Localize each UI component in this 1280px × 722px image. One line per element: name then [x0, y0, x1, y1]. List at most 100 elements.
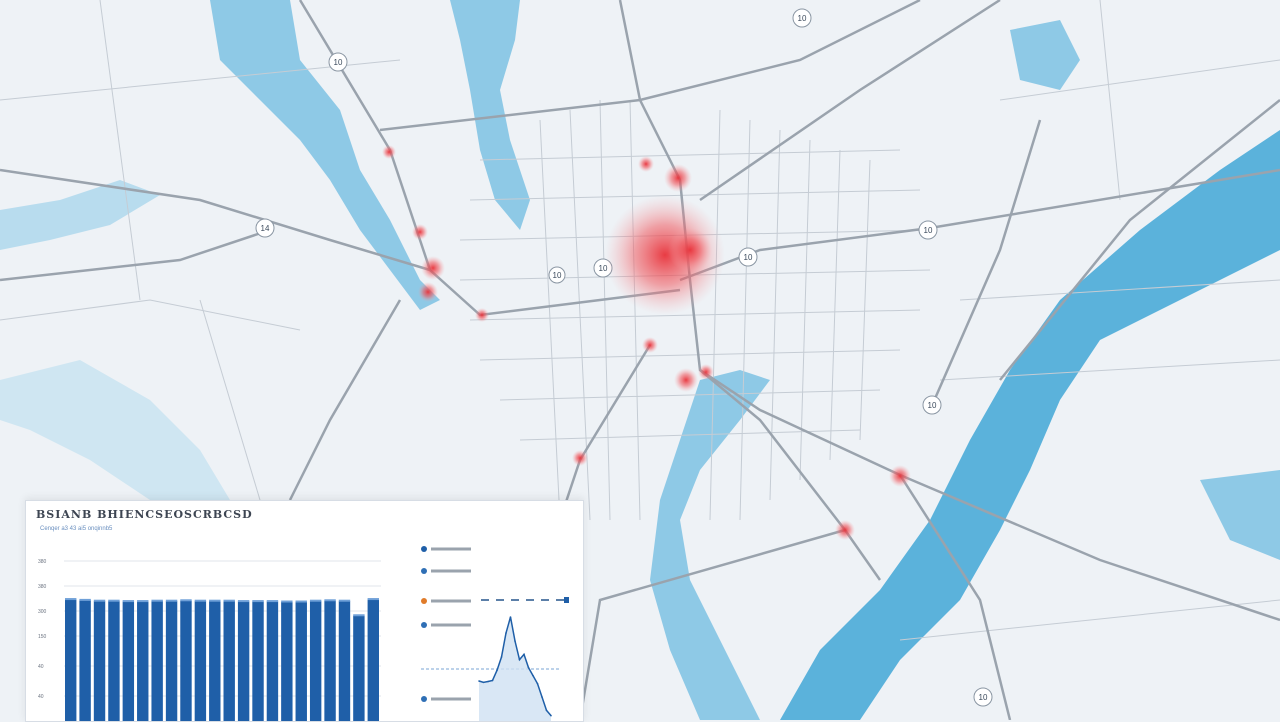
- route-shield: 14: [255, 218, 275, 238]
- hotspot[interactable]: [382, 145, 396, 159]
- bar-cap: [180, 599, 192, 602]
- line-point: [500, 656, 503, 658]
- line-point: [496, 669, 498, 672]
- bar: [165, 601, 178, 721]
- bar-cap: [165, 599, 178, 602]
- bar: [324, 600, 336, 721]
- road-highway-9: [699, 0, 1001, 202]
- hotspot[interactable]: [674, 368, 698, 392]
- svg-text:10: 10: [599, 264, 608, 273]
- bar: [151, 601, 163, 721]
- route-shield: 10: [792, 8, 812, 28]
- line-point: [518, 658, 521, 661]
- bar-cap: [252, 600, 264, 603]
- bar-cap: [266, 600, 279, 603]
- bar-cap: [79, 598, 91, 601]
- incident-hotspots[interactable]: [382, 145, 911, 540]
- legend-label: [431, 569, 471, 573]
- svg-text:10: 10: [553, 271, 562, 280]
- line-point: [509, 616, 512, 618]
- hotspot[interactable]: [698, 364, 714, 380]
- line-point: [487, 680, 489, 683]
- hotspot[interactable]: [475, 308, 489, 322]
- bar-cap: [281, 600, 293, 603]
- bar: [266, 601, 279, 721]
- bar: [338, 601, 351, 721]
- bay-east: [780, 130, 1280, 720]
- bar-cap: [65, 598, 77, 601]
- legend-label: [431, 599, 471, 603]
- bar: [367, 599, 379, 721]
- bar: [79, 600, 91, 721]
- bar: [309, 601, 322, 721]
- panel-title: BSIANB BHIENCSEOSCRBCSD: [36, 508, 253, 521]
- line-point: [491, 679, 494, 682]
- marsh-sw: [0, 360, 230, 500]
- line-point: [536, 682, 539, 685]
- road-highway-10: [899, 473, 1280, 622]
- line-point: [527, 666, 530, 669]
- bar-chart: 380 380 300 150 40 40: [38, 559, 381, 721]
- hotspot[interactable]: [572, 450, 588, 466]
- stream-west: [0, 180, 160, 250]
- road-highway-7: [699, 369, 882, 581]
- y-tick-label: 380: [38, 559, 47, 565]
- legend-swatch: [421, 696, 427, 702]
- hotspot[interactable]: [664, 164, 692, 192]
- svg-text:10: 10: [334, 58, 343, 67]
- legend-dash: [526, 599, 534, 601]
- legend-swatch: [421, 546, 427, 552]
- bar: [237, 601, 250, 721]
- bar-cap: [194, 599, 207, 602]
- inlet-se: [1200, 470, 1280, 560]
- y-tick-label: 150: [38, 634, 47, 640]
- panel-subtitle: Cenqer a3 43 ai5 onqinnb5: [40, 526, 113, 532]
- line-point: [514, 640, 516, 642]
- legend-dash: [496, 599, 504, 601]
- hotspot-downtown[interactable]: [605, 195, 725, 315]
- bar-cap: [324, 599, 336, 602]
- route-shield: 10: [973, 687, 993, 707]
- legend-swatch: [564, 597, 569, 603]
- bar: [252, 601, 264, 721]
- hotspot[interactable]: [412, 224, 428, 240]
- hotspot[interactable]: [421, 256, 445, 280]
- line-point: [550, 714, 552, 717]
- hotspot[interactable]: [889, 465, 911, 487]
- route-shield: 10: [738, 247, 758, 267]
- line-point: [545, 709, 548, 712]
- road-highway-12: [999, 99, 1280, 381]
- bar-cap: [237, 600, 250, 603]
- bar: [194, 601, 207, 721]
- river-south: [650, 370, 770, 720]
- y-tick-label: 40: [38, 664, 44, 670]
- legend-dash: [481, 599, 489, 601]
- hotspot[interactable]: [642, 337, 658, 353]
- bar: [180, 600, 192, 721]
- road-highway-1: [298, 0, 681, 317]
- road-highway-13: [928, 119, 1042, 411]
- line-point: [541, 696, 543, 698]
- bar: [223, 601, 235, 721]
- pond-ne: [1010, 20, 1080, 90]
- svg-text:10: 10: [744, 253, 753, 262]
- statistics-panel: BSIANB BHIENCSEOSCRBCSD Cenqer a3 43 ai5…: [25, 500, 584, 722]
- hotspot-downtown-core[interactable]: [668, 228, 712, 272]
- bar-cap: [223, 599, 235, 602]
- y-tick-label: 40: [38, 694, 44, 700]
- svg-text:10: 10: [928, 401, 937, 410]
- hotspot[interactable]: [418, 282, 438, 302]
- legend-label: [431, 547, 471, 551]
- route-shield: 10: [918, 220, 938, 240]
- hotspot[interactable]: [835, 520, 855, 540]
- legend-label: [431, 697, 471, 701]
- bar: [93, 601, 106, 721]
- bar-cap: [108, 599, 120, 602]
- bar-cap: [151, 599, 163, 602]
- hotspot[interactable]: [638, 156, 654, 172]
- y-tick-label: 300: [38, 609, 47, 615]
- bar-cap: [122, 600, 135, 603]
- line-point: [532, 674, 534, 677]
- svg-text:10: 10: [798, 14, 807, 23]
